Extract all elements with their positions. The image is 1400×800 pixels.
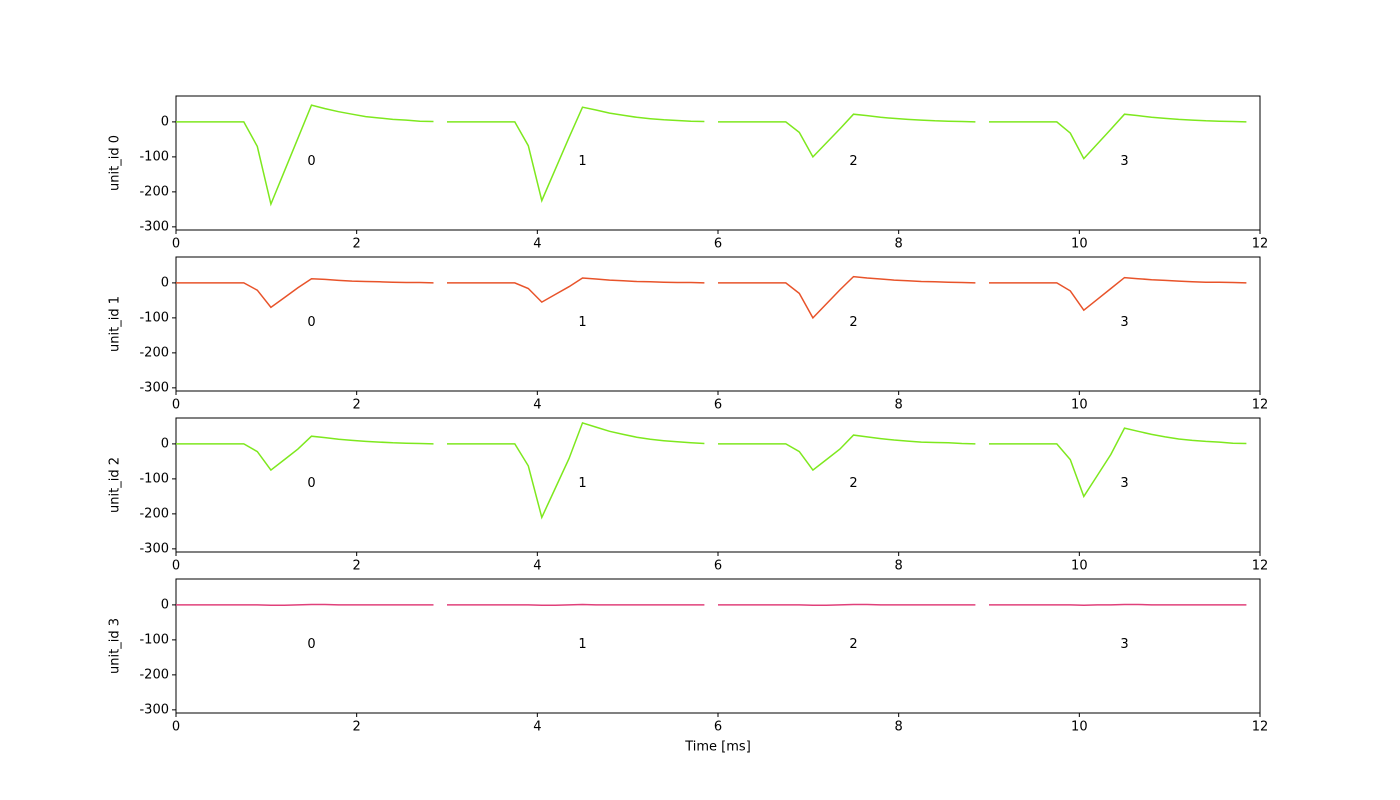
axes-frame — [175, 578, 1261, 714]
y-tick-label: -300 — [139, 702, 169, 717]
x-tick-label: 6 — [714, 237, 722, 252]
waveform — [447, 106, 705, 203]
y-tick-label: -200 — [139, 184, 169, 199]
y-axis-label: unit_id 0 — [108, 135, 123, 191]
y-tick-label: 0 — [161, 275, 169, 290]
channel-label: 1 — [578, 315, 586, 330]
channel-label: 1 — [578, 637, 586, 652]
x-tick-label: 4 — [533, 237, 541, 252]
x-tick-label: 8 — [895, 237, 903, 252]
x-tick-label: 2 — [353, 559, 361, 574]
x-tick-label: 6 — [714, 720, 722, 735]
x-tick-label: 10 — [1071, 559, 1088, 574]
channel-label: 0 — [307, 637, 315, 652]
waveform — [176, 104, 434, 207]
y-tick-label: -200 — [139, 506, 169, 521]
x-tick-label: 10 — [1071, 720, 1088, 735]
y-tick-label: -300 — [139, 541, 169, 556]
channel-label: 2 — [849, 154, 857, 169]
x-tick-label: 12 — [1252, 559, 1269, 574]
x-tick-label: 4 — [533, 720, 541, 735]
y-tick-label: -300 — [139, 380, 169, 395]
x-tick-label: 10 — [1071, 398, 1088, 413]
x-tick-label: 0 — [172, 398, 180, 413]
y-tick-label: -300 — [139, 219, 169, 234]
x-tick-label: 12 — [1252, 720, 1269, 735]
y-tick-label: -200 — [139, 345, 169, 360]
channel-label: 3 — [1120, 476, 1128, 491]
y-tick-label: -100 — [139, 471, 169, 486]
x-tick-label: 8 — [895, 398, 903, 413]
x-tick-label: 8 — [895, 720, 903, 735]
waveform — [718, 275, 976, 320]
waveform — [718, 434, 976, 472]
y-axis-label: unit_id 3 — [108, 618, 123, 674]
y-tick-label: -200 — [139, 667, 169, 682]
waveform — [718, 113, 976, 159]
channel-label: 0 — [307, 476, 315, 491]
channel-label: 2 — [849, 476, 857, 491]
x-tick-label: 4 — [533, 398, 541, 413]
x-tick-label: 0 — [172, 559, 180, 574]
x-tick-label: 12 — [1252, 398, 1269, 413]
x-tick-label: 2 — [353, 720, 361, 735]
y-tick-label: -100 — [139, 310, 169, 325]
channel-label: 2 — [849, 637, 857, 652]
waveform — [718, 603, 976, 606]
x-tick-label: 2 — [353, 237, 361, 252]
waveform — [447, 603, 705, 606]
x-tick-label: 12 — [1252, 237, 1269, 252]
channel-label: 3 — [1120, 637, 1128, 652]
channel-label: 2 — [849, 315, 857, 330]
waveform — [176, 277, 434, 309]
x-tick-label: 10 — [1071, 237, 1088, 252]
x-tick-label: 6 — [714, 398, 722, 413]
waveform — [989, 427, 1247, 499]
y-tick-label: 0 — [161, 114, 169, 129]
x-tick-label: 8 — [895, 559, 903, 574]
channel-label: 3 — [1120, 315, 1128, 330]
x-tick-label: 0 — [172, 720, 180, 735]
y-tick-label: 0 — [161, 597, 169, 612]
waveform — [447, 421, 705, 520]
waveform — [176, 435, 434, 472]
axes-frame — [175, 256, 1261, 392]
y-tick-label: -100 — [139, 149, 169, 164]
waveform — [447, 277, 705, 304]
y-axis-label: unit_id 1 — [108, 296, 123, 352]
channel-label: 1 — [578, 476, 586, 491]
waveform — [989, 603, 1247, 606]
x-tick-label: 2 — [353, 398, 361, 413]
x-tick-label: 4 — [533, 559, 541, 574]
channel-label: 0 — [307, 154, 315, 169]
x-tick-label: 6 — [714, 559, 722, 574]
waveform — [989, 276, 1247, 312]
waveform — [176, 603, 434, 606]
axes-frame — [175, 417, 1261, 553]
waveform — [989, 113, 1247, 160]
axes-frame — [175, 95, 1261, 231]
y-tick-label: 0 — [161, 436, 169, 451]
x-axis-label: Time [ms] — [684, 740, 751, 755]
y-axis-label: unit_id 2 — [108, 457, 123, 513]
x-tick-label: 0 — [172, 237, 180, 252]
channel-label: 0 — [307, 315, 315, 330]
y-tick-label: -100 — [139, 632, 169, 647]
channel-label: 3 — [1120, 154, 1128, 169]
channel-label: 1 — [578, 154, 586, 169]
